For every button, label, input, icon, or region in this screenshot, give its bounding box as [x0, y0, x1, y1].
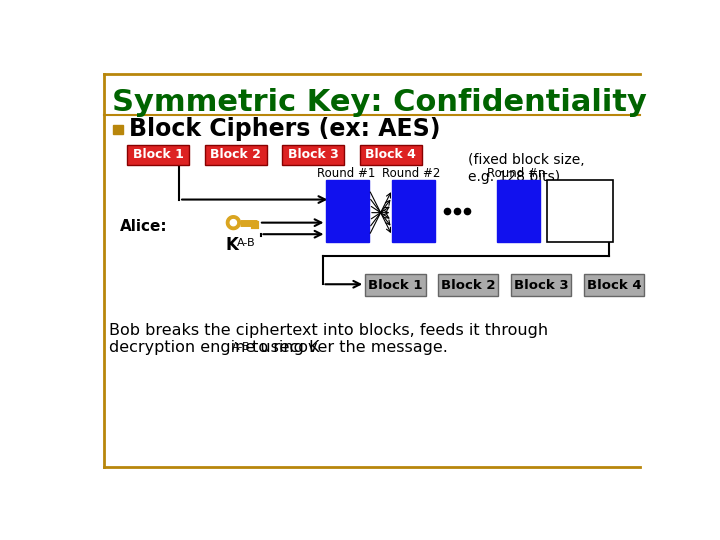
Text: Block 2: Block 2 [441, 279, 495, 292]
Text: Symmetric Key: Confidentiality: Symmetric Key: Confidentiality [112, 88, 647, 117]
Text: Bob breaks the ciphertext into blocks, feeds it through: Bob breaks the ciphertext into blocks, f… [109, 323, 549, 338]
Text: Block 2: Block 2 [210, 148, 261, 161]
Text: decryption engine using K: decryption engine using K [109, 340, 320, 355]
Bar [360, 145, 422, 165]
Text: Block 4: Block 4 [365, 148, 416, 161]
Text: A-B: A-B [236, 238, 255, 248]
Bar [204, 145, 266, 165]
Polygon shape [230, 220, 236, 226]
Bar [392, 180, 435, 242]
Bar [438, 274, 498, 296]
Text: Round #1: Round #1 [317, 167, 375, 180]
Text: Block 4: Block 4 [587, 279, 642, 292]
Text: A-B: A-B [233, 342, 251, 352]
Bar [365, 274, 426, 296]
Bar [510, 274, 571, 296]
Bar [282, 145, 344, 165]
Text: Block 3: Block 3 [288, 148, 338, 161]
Text: Block Ciphers (ex: AES): Block Ciphers (ex: AES) [129, 117, 440, 141]
Text: Block 1: Block 1 [368, 279, 423, 292]
Text: Round #2: Round #2 [382, 167, 441, 180]
Bar [547, 180, 613, 242]
Text: Alice:: Alice: [120, 219, 167, 234]
Text: Round #n: Round #n [487, 167, 546, 180]
Bar [113, 125, 122, 134]
Bar [584, 274, 644, 296]
Bar [326, 180, 369, 242]
Bar [497, 180, 539, 242]
Text: Block 3: Block 3 [514, 279, 568, 292]
Text: K: K [225, 236, 238, 254]
Text: Block 1: Block 1 [132, 148, 184, 161]
Text: (fixed block size,
e.g. 128 bits): (fixed block size, e.g. 128 bits) [468, 153, 585, 184]
Bar [127, 145, 189, 165]
Polygon shape [226, 215, 240, 230]
Text: to recover the message.: to recover the message. [247, 340, 448, 355]
